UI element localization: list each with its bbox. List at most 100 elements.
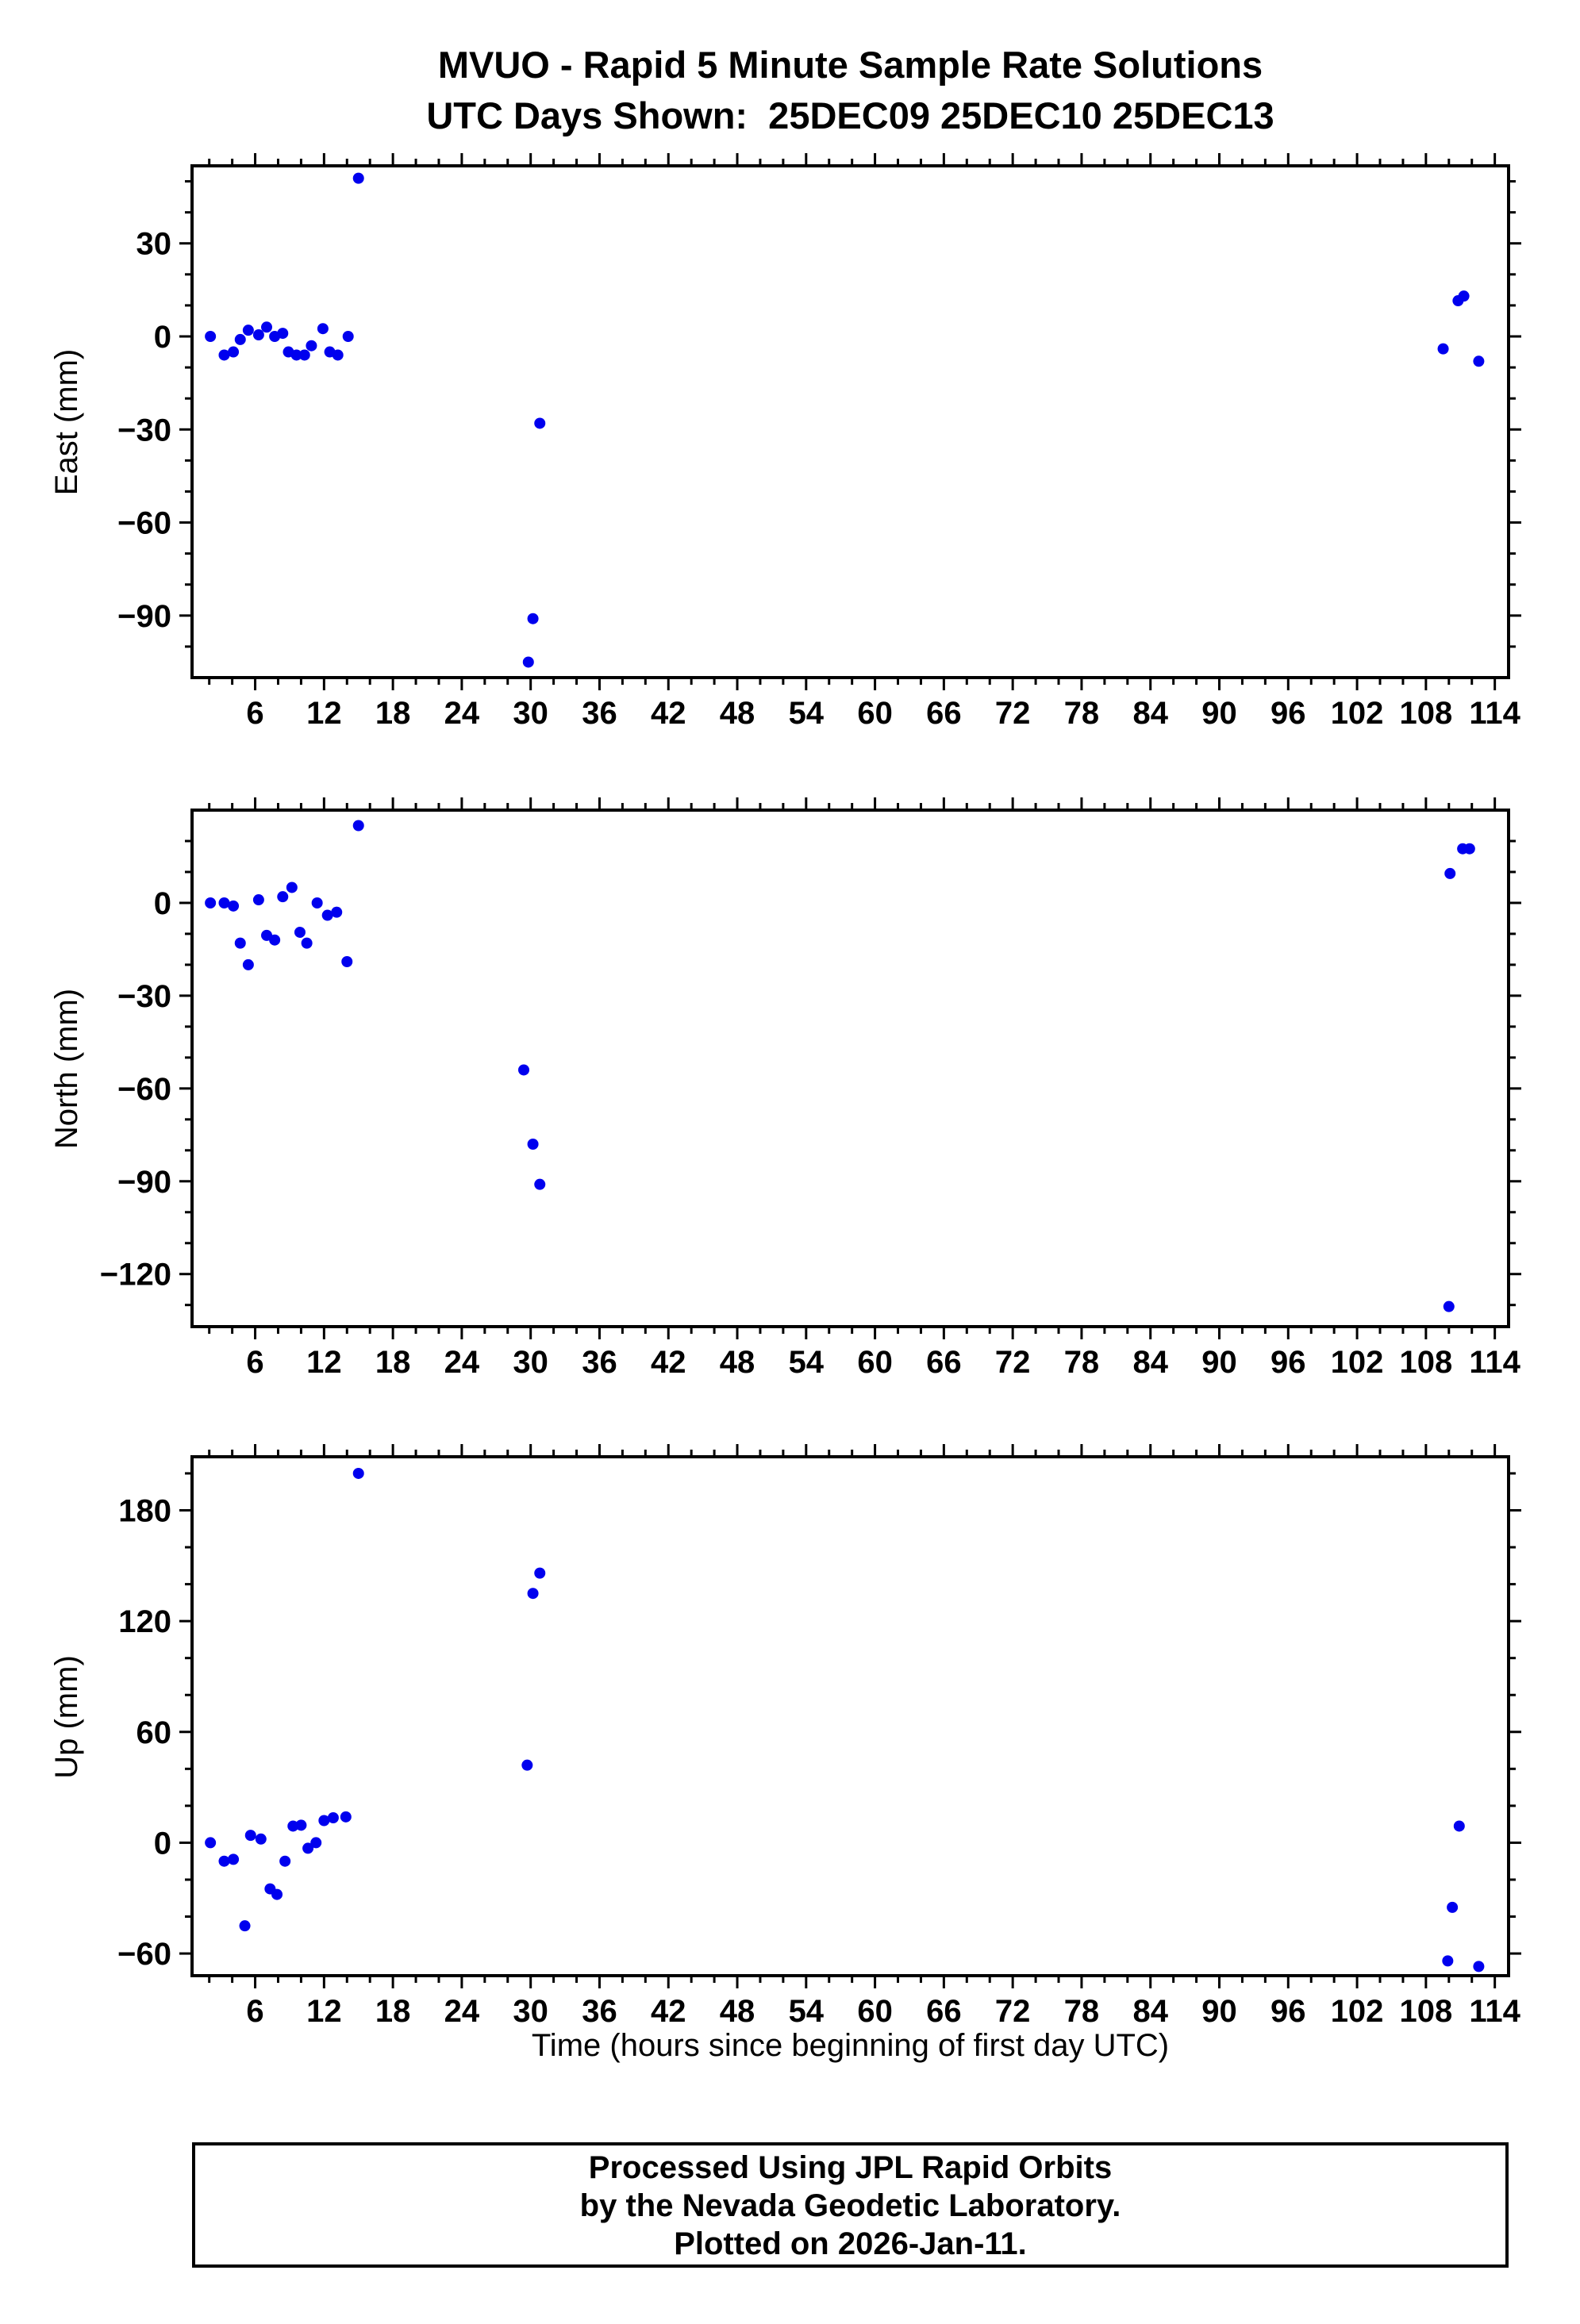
x-tick-label: 96: [1271, 1345, 1306, 1380]
x-tick-label: 78: [1064, 1994, 1100, 2029]
data-point: [271, 1888, 283, 1900]
data-point: [327, 1812, 339, 1824]
data-point: [228, 1853, 240, 1865]
x-tick-label: 54: [789, 1345, 825, 1380]
data-point: [255, 1833, 267, 1845]
x-tick-label: 90: [1201, 696, 1237, 731]
data-point: [534, 417, 546, 429]
y-tick-label: −60: [117, 1072, 171, 1107]
x-tick-label: 108: [1399, 1994, 1452, 2029]
x-tick-label: 72: [995, 696, 1031, 731]
data-point: [242, 958, 254, 970]
data-point: [277, 891, 289, 903]
x-tick-label: 66: [926, 1345, 962, 1380]
data-point: [518, 1064, 530, 1076]
credit-line-1: Processed Using JPL Rapid Orbits: [588, 2150, 1113, 2185]
data-point: [522, 656, 534, 668]
x-tick-label: 84: [1132, 1994, 1168, 2029]
page-subtitle: UTC Days Shown: 25DEC09 25DEC10 25DEC13: [426, 94, 1274, 136]
data-point: [1447, 1901, 1459, 1913]
x-tick-label: 108: [1399, 1345, 1452, 1380]
data-point: [269, 934, 281, 946]
data-point: [239, 1920, 251, 1932]
x-tick-label: 102: [1331, 1345, 1384, 1380]
data-point: [290, 349, 302, 361]
y-tick-label: 30: [136, 227, 172, 262]
data-point: [306, 340, 317, 351]
y-tick-label: 180: [118, 1493, 171, 1528]
plot-frame: [190, 164, 1510, 679]
x-tick-label: 84: [1132, 696, 1168, 731]
y-tick-label: −90: [117, 1165, 171, 1200]
plot-frame: [190, 809, 1510, 1328]
credit-box: Processed Using JPL Rapid Orbits by the …: [192, 2142, 1509, 2268]
data-point: [295, 1819, 307, 1831]
x-tick-label: 18: [375, 1345, 411, 1380]
credit-line-2: by the Nevada Geodetic Laboratory.: [579, 2188, 1121, 2223]
x-tick-label: 114: [1469, 696, 1520, 731]
x-tick-label: 36: [582, 1345, 617, 1380]
y-tick-label: 0: [154, 320, 171, 355]
data-point: [318, 1815, 330, 1827]
y-tick-label: 0: [154, 1826, 171, 1861]
x-tick-label: 66: [926, 696, 962, 731]
x-tick-label: 12: [306, 1994, 342, 2029]
data-point: [1473, 355, 1485, 367]
data-point: [317, 323, 329, 335]
x-tick-label: 96: [1271, 696, 1306, 731]
x-tick-label: 36: [582, 696, 617, 731]
x-tick-label: 48: [720, 1994, 755, 2029]
x-tick-label: 30: [513, 1994, 548, 2029]
data-point: [521, 1759, 533, 1771]
y-tick-label: −60: [117, 1937, 171, 1972]
x-tick-label: 12: [306, 1345, 342, 1380]
data-point: [252, 894, 264, 906]
x-tick-label: 42: [651, 1994, 686, 2029]
x-tick-label: 30: [513, 696, 548, 731]
data-point: [228, 346, 240, 358]
x-tick-label: 102: [1331, 696, 1384, 731]
data-point: [279, 1855, 291, 1867]
data-point: [1437, 343, 1449, 355]
x-tick-label: 60: [857, 696, 893, 731]
x-tick-label: 78: [1064, 1345, 1100, 1380]
data-point: [218, 1855, 230, 1867]
x-tick-label: 54: [789, 1994, 825, 2029]
x-tick-label: 90: [1201, 1994, 1237, 2029]
x-tick-label: 96: [1271, 1994, 1306, 2029]
data-point: [228, 900, 240, 912]
data-point: [1442, 1955, 1454, 1967]
data-point: [252, 329, 264, 341]
x-tick-label: 42: [651, 1345, 686, 1380]
data-point: [261, 929, 273, 941]
y-tick-label: −120: [100, 1258, 171, 1293]
x-tick-label: 6: [246, 1345, 263, 1380]
data-point: [1444, 867, 1456, 879]
data-point: [341, 956, 353, 968]
data-point: [352, 820, 364, 832]
x-tick-label: 36: [582, 1994, 617, 2029]
data-point: [527, 613, 539, 624]
y-tick-label: −30: [117, 413, 171, 448]
data-point: [352, 1467, 364, 1479]
y-tick-label: 0: [154, 886, 171, 921]
data-point: [205, 1837, 217, 1849]
data-point: [286, 882, 298, 893]
data-point: [302, 1842, 314, 1854]
data-point: [294, 926, 306, 938]
north-axis-label: North (mm): [49, 988, 84, 1150]
data-point: [311, 897, 323, 908]
page-title: MVUO - Rapid 5 Minute Sample Rate Soluti…: [437, 44, 1263, 86]
x-tick-label: 72: [995, 1345, 1031, 1380]
x-tick-label: 60: [857, 1345, 893, 1380]
x-tick-label: 72: [995, 1994, 1031, 2029]
data-point: [310, 1837, 322, 1849]
x-tick-label: 84: [1132, 1345, 1168, 1380]
data-point: [218, 897, 230, 908]
data-point: [234, 937, 246, 949]
data-point: [218, 349, 230, 361]
y-tick-label: −60: [117, 506, 171, 541]
x-tick-label: 54: [789, 696, 825, 731]
